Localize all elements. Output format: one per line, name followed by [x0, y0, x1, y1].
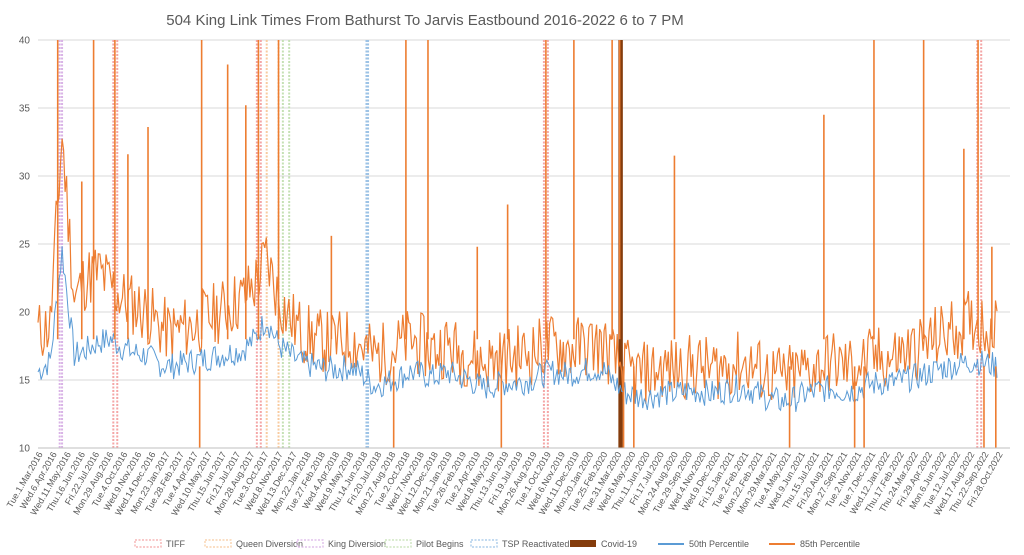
y-tick-label: 25	[19, 240, 31, 251]
chart-title: 504 King Link Times From Bathurst To Jar…	[166, 12, 684, 29]
legend-swatch	[296, 539, 324, 548]
legend-swatch	[134, 539, 162, 548]
legend-label: Covid-19	[601, 539, 637, 549]
legend-label: TIFF	[166, 539, 185, 549]
legend-label: Queen Diversion	[236, 539, 303, 549]
legend-swatch	[470, 539, 498, 548]
legend-label: TSP Reactivated	[502, 539, 569, 549]
y-tick-label: 35	[19, 104, 31, 115]
legend-label: 85th Percentile	[800, 539, 860, 549]
y-axis: 10 15 20 25 30 35 40	[19, 36, 31, 455]
series-line-85th-percentile	[37, 138, 998, 404]
y-tick-label: 30	[19, 172, 31, 183]
series-lines	[37, 40, 998, 448]
legend-label: King Diversion	[328, 539, 386, 549]
legend-label: 50th Percentile	[689, 539, 749, 549]
legend-swatch	[384, 539, 412, 548]
y-tick-label: 15	[19, 376, 31, 387]
legend-swatch	[570, 540, 596, 547]
legend-label: Pilot Begins	[416, 539, 464, 549]
y-tick-label: 10	[19, 444, 31, 455]
x-axis: Tue.1.Mar.2016Wed.6.Apr.2016Wed.11.May.2…	[5, 447, 1010, 518]
legend: TIFF Queen Diversion King Diversion Pilot B…	[134, 539, 860, 549]
legend-swatch	[204, 539, 232, 548]
y-tick-label: 20	[19, 308, 31, 319]
y-tick-label: 40	[19, 36, 31, 47]
series-line-50th-percentile	[37, 246, 998, 412]
